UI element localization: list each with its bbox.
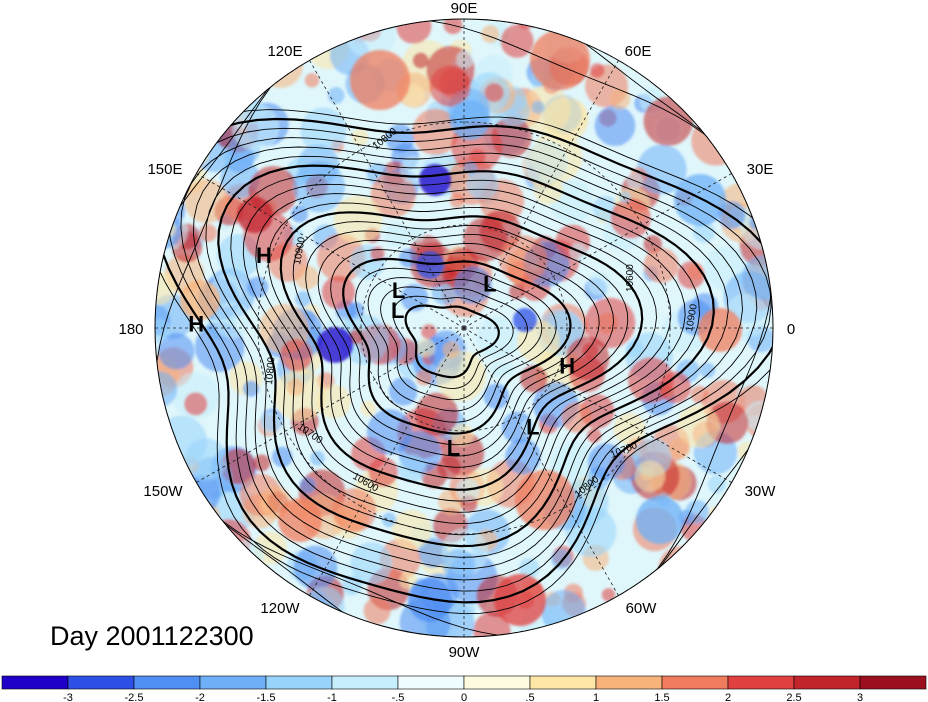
colorbar-tick-label: 2.5: [786, 692, 801, 702]
colorbar-swatch: [727, 675, 795, 690]
colorbar-tick-label: -3: [63, 692, 73, 702]
contour-label: 10800: [264, 356, 277, 385]
colorbar-swatch: [1, 675, 69, 690]
lon-label-0: 0: [787, 321, 795, 338]
colorbar-tick-label: -1.5: [257, 692, 276, 702]
lon-label-90w: 90W: [449, 644, 481, 661]
colorbar-tick-label: .5: [525, 692, 534, 702]
colorbar-swatch: [859, 675, 927, 690]
low-pressure-label: L: [483, 271, 496, 296]
colorbar-tick-label: -2.5: [125, 692, 144, 702]
colorbar-swatch: [199, 675, 267, 690]
colorbar-swatch: [793, 675, 861, 690]
high-pressure-label: H: [256, 243, 272, 268]
contour-label: 10900: [292, 236, 308, 266]
lon-label-150e: 150E: [147, 161, 182, 178]
longitude-labels: 90E 60E 30E 0 30W 60W 90W 120W 150W 180 …: [118, 0, 795, 661]
colorbar-tick-label: -2: [195, 692, 205, 702]
colorbar-swatch: [529, 675, 597, 690]
colorbar-tick-label: 2: [725, 692, 731, 702]
colorbar-tick-label: 1.5: [654, 692, 669, 702]
colorbar-swatch: [133, 675, 201, 690]
lon-label-150w: 150W: [143, 483, 183, 500]
low-pressure-label: L: [447, 436, 460, 461]
lon-label-120w: 120W: [260, 600, 300, 617]
low-pressure-label: L: [391, 298, 404, 323]
high-pressure-label: H: [188, 311, 204, 336]
colorbar-swatch: [331, 675, 399, 690]
colorbar-tick-label: -.5: [392, 692, 405, 702]
low-pressure-label: L: [526, 414, 539, 439]
colorbar-swatch: [397, 675, 465, 690]
colorbar: -3 -2.5 -2 -1.5 -1 -.5 0 .5 1 1.5 2 2.5 3: [1, 675, 927, 702]
colorbar-tick-label: -1: [327, 692, 337, 702]
lon-label-180: 180: [118, 321, 143, 338]
lon-label-120e: 120E: [267, 43, 302, 60]
colorbar-tick-label: 1: [593, 692, 599, 702]
lon-label-90e: 90E: [451, 0, 478, 17]
colorbar-swatch: [661, 675, 729, 690]
colorbar-swatch: [265, 675, 333, 690]
contour-label: 10900: [684, 303, 700, 333]
colorbar-swatch: [463, 675, 531, 690]
lon-label-60w: 60W: [626, 600, 658, 617]
colorbar-swatch: [595, 675, 663, 690]
colorbar-tick-label: 3: [857, 692, 863, 702]
map-boundary: [154, 18, 774, 638]
low-pressure-label: L: [392, 278, 405, 303]
day-label: Day 2001122300: [50, 621, 254, 651]
contour-label: 10600: [625, 264, 636, 292]
lon-label-60e: 60E: [625, 43, 652, 60]
lon-label-30w: 30W: [745, 483, 777, 500]
lat-lon-grid: [155, 19, 773, 637]
high-pressure-label: H: [559, 354, 575, 379]
lon-label-30e: 30E: [747, 161, 774, 178]
colorbar-swatch: [67, 675, 135, 690]
colorbar-tick-label: 0: [461, 692, 467, 702]
